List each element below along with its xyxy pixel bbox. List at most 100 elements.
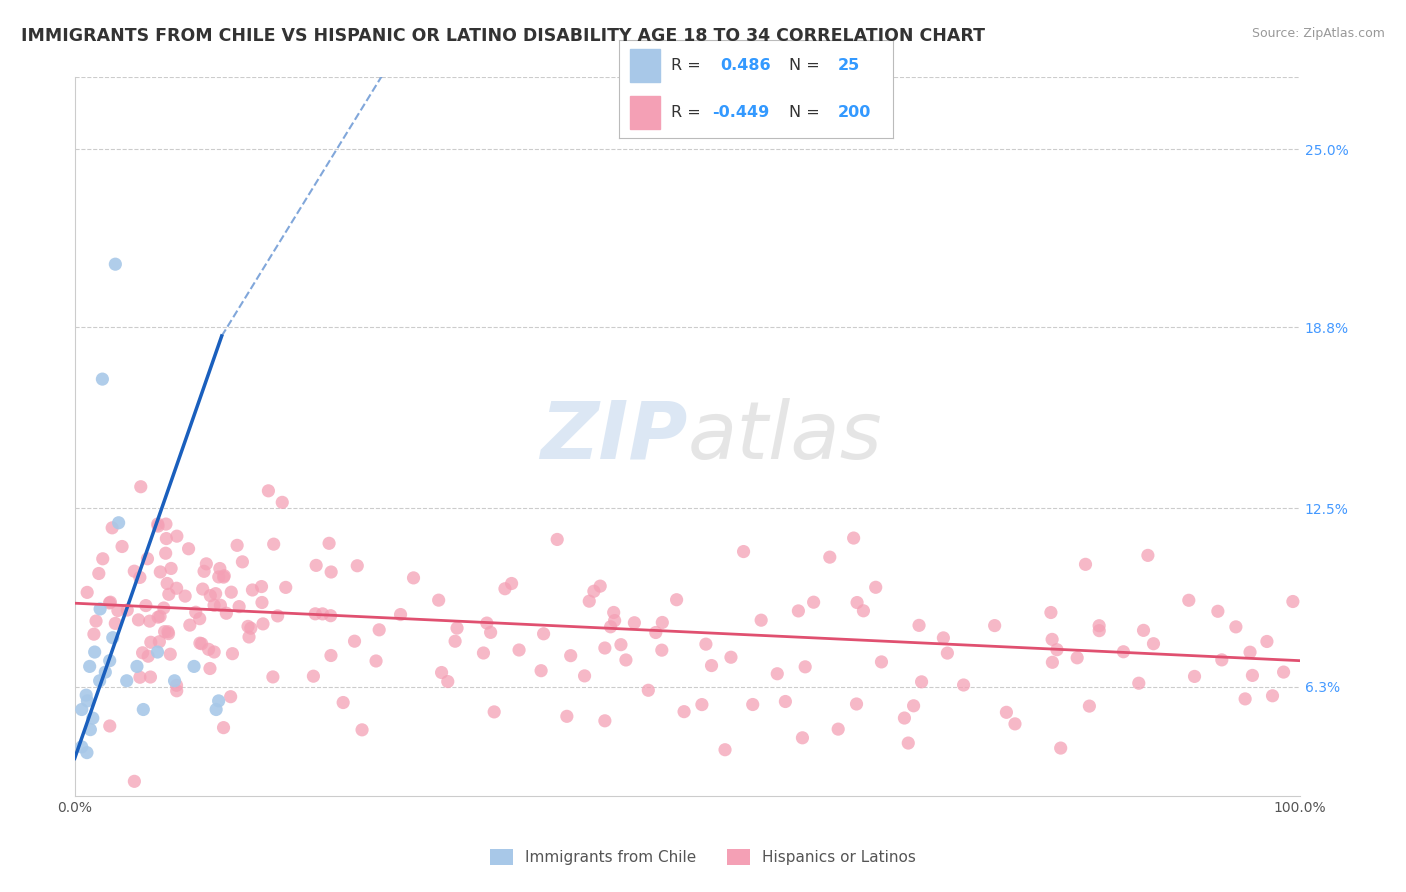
Point xyxy=(494,582,516,596)
Point xyxy=(177,541,200,556)
Point xyxy=(209,599,232,613)
Text: Source: ZipAtlas.com: Source: ZipAtlas.com xyxy=(1251,27,1385,40)
Point xyxy=(482,705,505,719)
Point xyxy=(1211,653,1233,667)
Point xyxy=(555,709,578,723)
Point xyxy=(84,614,107,628)
Point xyxy=(644,625,666,640)
Point xyxy=(226,538,249,552)
Point xyxy=(107,516,129,530)
Point xyxy=(593,640,616,655)
Point xyxy=(155,546,177,560)
Point xyxy=(266,608,288,623)
Point xyxy=(215,606,238,620)
Point xyxy=(193,565,215,579)
Point xyxy=(427,593,450,607)
Point xyxy=(146,645,169,659)
Point xyxy=(1261,689,1284,703)
Point xyxy=(842,531,865,545)
Point xyxy=(1132,624,1154,638)
Point xyxy=(79,723,101,737)
Point xyxy=(1040,632,1063,647)
Point xyxy=(146,610,169,624)
Point xyxy=(212,569,235,583)
Point xyxy=(574,669,596,683)
Point xyxy=(368,623,391,637)
Point xyxy=(79,659,101,673)
Point xyxy=(389,607,412,622)
Point xyxy=(910,674,932,689)
Point xyxy=(1272,665,1295,679)
Point xyxy=(599,620,621,634)
Point xyxy=(152,601,174,615)
Point xyxy=(479,625,502,640)
Point xyxy=(174,589,197,603)
Point xyxy=(157,626,180,640)
Point xyxy=(665,592,688,607)
Point xyxy=(250,595,273,609)
Point xyxy=(673,705,696,719)
Point xyxy=(190,637,212,651)
Point xyxy=(155,517,177,532)
Point xyxy=(578,594,600,608)
Point xyxy=(845,697,868,711)
Point xyxy=(908,618,931,632)
Point xyxy=(188,612,211,626)
Point xyxy=(472,646,495,660)
Point xyxy=(936,646,959,660)
Point xyxy=(166,683,188,698)
Point xyxy=(200,589,222,603)
Point xyxy=(135,599,157,613)
Point xyxy=(159,647,181,661)
Point xyxy=(792,731,814,745)
Point xyxy=(319,608,342,623)
Point xyxy=(117,603,139,617)
Point xyxy=(651,615,673,630)
Point xyxy=(166,678,188,692)
Point xyxy=(364,654,387,668)
Point xyxy=(444,634,467,648)
Point xyxy=(983,618,1005,632)
Bar xyxy=(630,49,659,82)
Point xyxy=(104,616,127,631)
Point xyxy=(903,698,925,713)
Point xyxy=(221,647,243,661)
Point xyxy=(766,666,789,681)
Point xyxy=(125,659,148,673)
Point xyxy=(91,372,114,386)
Point xyxy=(402,571,425,585)
Point xyxy=(318,536,340,550)
Point xyxy=(865,580,887,594)
Point xyxy=(897,736,920,750)
Point xyxy=(239,621,262,635)
Point xyxy=(166,581,188,595)
Point xyxy=(87,566,110,581)
Point xyxy=(352,723,374,737)
Point xyxy=(208,561,231,575)
Point xyxy=(932,631,955,645)
Point xyxy=(131,646,153,660)
Point xyxy=(546,533,568,547)
Point xyxy=(127,613,149,627)
Point xyxy=(430,665,453,680)
Point xyxy=(138,614,160,628)
Point xyxy=(205,702,228,716)
Point xyxy=(343,634,366,648)
Point xyxy=(637,683,659,698)
Point xyxy=(319,648,342,663)
Point xyxy=(91,551,114,566)
Point xyxy=(155,532,177,546)
Point xyxy=(304,607,326,621)
Point xyxy=(589,579,612,593)
Point xyxy=(83,645,105,659)
Point xyxy=(602,606,624,620)
Point xyxy=(787,604,810,618)
Point xyxy=(1282,594,1305,608)
Point xyxy=(195,557,218,571)
Point xyxy=(163,673,186,688)
Point xyxy=(139,670,162,684)
Point xyxy=(582,584,605,599)
Point xyxy=(530,664,553,678)
Point xyxy=(1088,618,1111,632)
Point xyxy=(219,585,242,599)
